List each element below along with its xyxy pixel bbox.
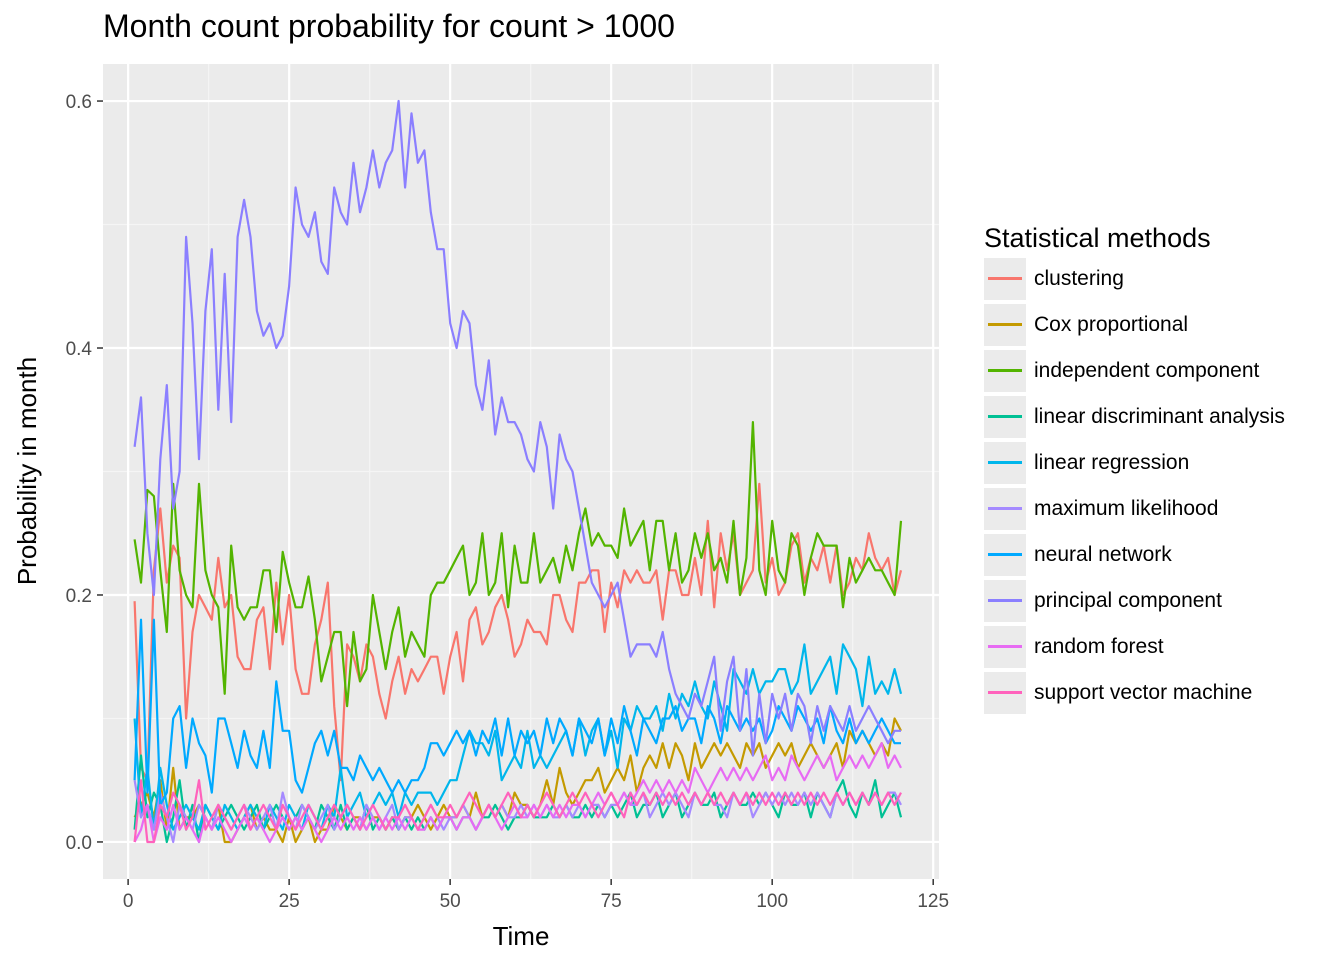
- legend-item-principal-component: principal component: [984, 578, 1334, 624]
- legend-key: [984, 672, 1026, 714]
- legend-label: independent component: [1034, 359, 1260, 382]
- legend-key: [984, 488, 1026, 530]
- legend-title: Statistical methods: [984, 223, 1211, 253]
- series-line-neural-network: [133, 618, 901, 807]
- legend-swatch: [988, 553, 1022, 556]
- x-tick-label: 25: [279, 891, 300, 912]
- legend-label: Cox proportional: [1034, 313, 1189, 336]
- legend-item-clustering: clustering: [984, 256, 1334, 302]
- chart-title: Month count probability for count > 1000: [103, 8, 675, 44]
- legend-swatch: [988, 645, 1022, 648]
- legend-item-random-forest: random forest: [984, 624, 1334, 670]
- legend-key: [984, 350, 1026, 392]
- legend-swatch: [988, 323, 1022, 326]
- grid-major: [103, 64, 939, 879]
- x-tick-label: 75: [601, 891, 622, 912]
- legend-swatch: [988, 507, 1022, 510]
- x-tick-label: 50: [440, 891, 461, 912]
- legend-key: [984, 396, 1026, 438]
- series-line-support-vector-machine: [133, 779, 902, 844]
- y-tick-label: 0.4: [66, 339, 93, 360]
- legend: Statistical methods clustering Cox propor…: [984, 220, 1334, 716]
- legend-key: [984, 258, 1026, 300]
- legend-label: linear regression: [1034, 451, 1190, 474]
- legend-item-support-vector-machine: support vector machine: [984, 670, 1334, 716]
- legend-swatch: [988, 277, 1022, 280]
- x-tick-label: 125: [917, 891, 949, 912]
- series-line-principal-component: [133, 99, 901, 757]
- legend-key: [984, 442, 1026, 484]
- legend-label: random forest: [1034, 635, 1164, 658]
- legend-swatch: [988, 599, 1022, 602]
- y-tick-label: 0.2: [66, 586, 92, 607]
- legend-key: [984, 534, 1026, 576]
- legend-label: clustering: [1034, 267, 1124, 290]
- legend-swatch: [988, 461, 1022, 464]
- x-tick-label: 100: [756, 891, 788, 912]
- legend-item-independent-component: independent component: [984, 348, 1334, 394]
- x-tick-label: 0: [123, 891, 134, 912]
- grid-minor: [103, 64, 939, 879]
- legend-item-linear-regression: linear regression: [984, 440, 1334, 486]
- legend-swatch: [988, 691, 1022, 694]
- y-tick-label: 0.6: [66, 92, 92, 113]
- legend-key: [984, 580, 1026, 622]
- legend-items: clustering Cox proportional independent co…: [984, 256, 1334, 716]
- legend-label: neural network: [1034, 543, 1172, 566]
- y-tick-label: 0.0: [66, 833, 92, 854]
- x-axis-title: Time: [493, 921, 550, 951]
- series-line-clustering: [133, 482, 903, 782]
- legend-swatch: [988, 415, 1022, 418]
- axis-layer: 0 25 50 75 100 125 0.0 0.2 0.4 0.6: [66, 92, 949, 912]
- legend-label: principal component: [1034, 589, 1222, 612]
- legend-label: support vector machine: [1034, 681, 1253, 704]
- series-line-independent-component: [133, 421, 903, 708]
- series-layer: [133, 99, 903, 844]
- legend-key: [984, 626, 1026, 668]
- y-axis-title: Probability in month: [12, 357, 42, 585]
- legend-item-neural-network: neural network: [984, 532, 1334, 578]
- legend-label: linear discriminant analysis: [1034, 405, 1285, 428]
- legend-item-linear-discriminant-analysis: linear discriminant analysis: [984, 394, 1334, 440]
- legend-label: maximum likelihood: [1034, 497, 1219, 520]
- legend-item-cox-proportional: Cox proportional: [984, 302, 1334, 348]
- legend-item-maximum-likelihood: maximum likelihood: [984, 486, 1334, 532]
- legend-swatch: [988, 369, 1022, 372]
- legend-key: [984, 304, 1026, 346]
